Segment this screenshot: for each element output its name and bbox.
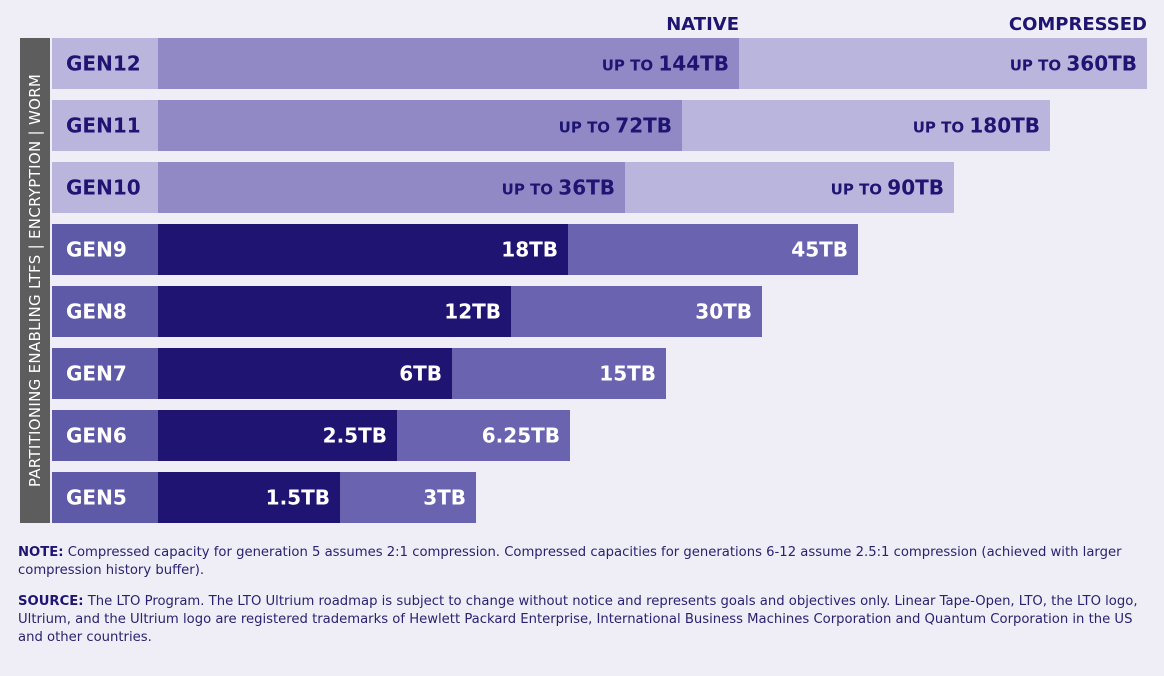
bar-native-gen12 bbox=[158, 38, 739, 89]
compressed-value-gen7: 15TB bbox=[599, 362, 656, 386]
compressed-value-gen8: 30TB bbox=[695, 300, 752, 324]
gen-label-gen7: GEN7 bbox=[66, 362, 127, 386]
note-paragraph: NOTE: Compressed capacity for generation… bbox=[18, 544, 1138, 580]
gen-label-gen10: GEN10 bbox=[66, 176, 141, 200]
compressed-value-gen9: 45TB bbox=[791, 238, 848, 262]
native-value-gen11: UP TO 72TB bbox=[559, 114, 672, 138]
side-label-text: PARTITIONING ENABLING LTFS | ENCRYPTION … bbox=[26, 74, 44, 487]
native-value-gen9: 18TB bbox=[501, 238, 558, 262]
compressed-value-gen12: UP TO 360TB bbox=[1010, 52, 1137, 76]
gen-label-gen11: GEN11 bbox=[66, 114, 141, 138]
native-value-gen10: UP TO 36TB bbox=[502, 176, 615, 200]
native-value-gen6: 2.5TB bbox=[323, 424, 387, 448]
chart-svg: PARTITIONING ENABLING LTFS | ENCRYPTION … bbox=[20, 14, 1147, 523]
gen-label-gen5: GEN5 bbox=[66, 486, 127, 510]
compressed-value-gen11: UP TO 180TB bbox=[913, 114, 1040, 138]
bar-native-gen8 bbox=[158, 286, 511, 337]
gen-cell-gen10 bbox=[52, 162, 158, 213]
gen-cell-gen6 bbox=[52, 410, 158, 461]
gen-label-gen8: GEN8 bbox=[66, 300, 127, 324]
gen-cell-gen8 bbox=[52, 286, 158, 337]
note-text: Compressed capacity for generation 5 ass… bbox=[18, 545, 1122, 578]
gen-label-gen9: GEN9 bbox=[66, 238, 127, 262]
bar-native-gen9 bbox=[158, 224, 568, 275]
legend-compressed: COMPRESSED bbox=[1009, 14, 1147, 35]
gen-cell-gen11 bbox=[52, 100, 158, 151]
lto-roadmap-chart: PARTITIONING ENABLING LTFS | ENCRYPTION … bbox=[20, 14, 1147, 523]
source-paragraph: SOURCE: The LTO Program. The LTO Ultrium… bbox=[18, 593, 1138, 647]
source-label: SOURCE: bbox=[18, 594, 84, 609]
gen-cell-gen9 bbox=[52, 224, 158, 275]
native-value-gen12: UP TO 144TB bbox=[602, 52, 729, 76]
bar-native-gen7 bbox=[158, 348, 452, 399]
bar-native-gen6 bbox=[158, 410, 397, 461]
chart-notes: NOTE: Compressed capacity for generation… bbox=[18, 544, 1138, 660]
bar-native-gen11 bbox=[158, 100, 682, 151]
side-label-bar bbox=[20, 38, 50, 523]
note-label: NOTE: bbox=[18, 545, 64, 560]
legend-native: NATIVE bbox=[666, 14, 739, 35]
gen-cell-gen5 bbox=[52, 472, 158, 523]
source-text: The LTO Program. The LTO Ultrium roadmap… bbox=[18, 594, 1138, 645]
native-value-gen7: 6TB bbox=[399, 362, 442, 386]
compressed-value-gen10: UP TO 90TB bbox=[831, 176, 944, 200]
gen-label-gen12: GEN12 bbox=[66, 52, 141, 76]
compressed-value-gen6: 6.25TB bbox=[482, 424, 560, 448]
gen-cell-gen7 bbox=[52, 348, 158, 399]
bar-native-gen5 bbox=[158, 472, 340, 523]
native-value-gen5: 1.5TB bbox=[266, 486, 330, 510]
compressed-value-gen5: 3TB bbox=[423, 486, 466, 510]
bar-native-gen10 bbox=[158, 162, 625, 213]
gen-label-gen6: GEN6 bbox=[66, 424, 127, 448]
native-value-gen8: 12TB bbox=[444, 300, 501, 324]
gen-cell-gen12 bbox=[52, 38, 158, 89]
